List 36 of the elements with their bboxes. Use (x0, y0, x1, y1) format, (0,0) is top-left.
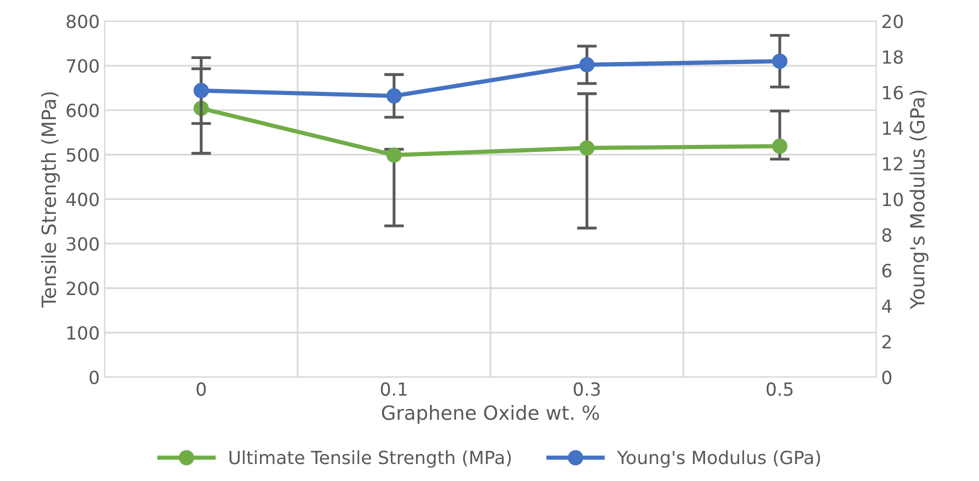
y-axis-title: Tensile Strength (MPa) (41, 92, 60, 308)
y2-tick-label: 18 (883, 50, 903, 64)
point (579, 140, 595, 156)
x-tick-label: 0.5 (766, 382, 793, 396)
point (772, 138, 788, 154)
y2-tick-label: 4 (882, 300, 892, 313)
y-tick-label: 400 (66, 192, 99, 206)
y2-tick-label: 6 (882, 264, 892, 278)
y-tick-label: 800 (66, 14, 99, 28)
y-tick-label: 0 (90, 370, 99, 384)
y2-tick-label: 16 (883, 86, 903, 100)
point (772, 54, 788, 69)
y-tick-label: 500 (66, 148, 99, 162)
x-tick-label: 0 (196, 382, 206, 396)
y2-axis-title: Young's Modulus (GPa) (910, 90, 928, 310)
point (386, 147, 402, 163)
legend-label: Ultimate Tensile Strength (MPa) (230, 450, 511, 468)
y-tick-label: 100 (67, 326, 99, 340)
y2-tick-label: 10 (883, 192, 903, 206)
y-tick-label: 600 (66, 104, 99, 118)
y2-tick-label: 2 (882, 334, 891, 348)
x-tick-label: 0.3 (574, 382, 600, 396)
y2-tick-label: 0 (882, 370, 892, 384)
x-axis-title: Graphene Oxide wt. % (382, 404, 599, 424)
point (386, 88, 402, 104)
x-tick-label: 0.1 (380, 382, 407, 396)
legend-label: Young's Modulus (GPa) (617, 450, 820, 468)
y-tick-label: 200 (66, 282, 99, 296)
point (194, 82, 209, 98)
y2-tick-label: 14 (883, 122, 904, 135)
y-tick-label: 700 (66, 59, 99, 73)
point (579, 57, 595, 72)
y2-tick-label: 8 (882, 228, 892, 242)
y2-tick-label: 12 (883, 157, 902, 170)
y2-tick-label: 20 (882, 14, 903, 28)
y-tick-label: 300 (66, 237, 99, 251)
